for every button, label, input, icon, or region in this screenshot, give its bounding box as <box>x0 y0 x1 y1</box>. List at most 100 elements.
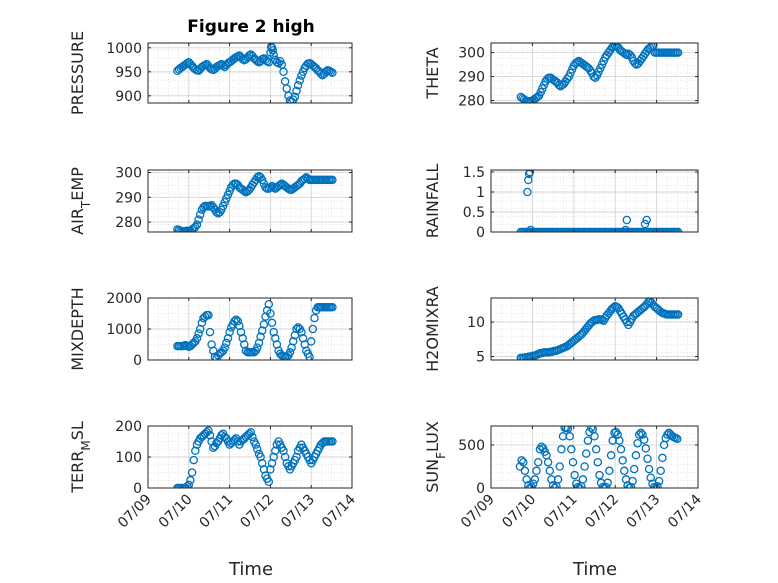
data-point <box>308 324 318 334</box>
data-point <box>620 49 630 59</box>
y-tick-label: 1.5 <box>463 165 485 181</box>
data-point <box>222 338 231 348</box>
data-point <box>563 426 573 433</box>
y-tick-label: 290 <box>115 190 142 206</box>
data-point <box>253 173 262 182</box>
data-point <box>297 71 306 80</box>
data-point <box>253 343 262 352</box>
data-point <box>568 457 578 467</box>
y-axis-label: H2OMIXRA <box>423 286 442 372</box>
grid <box>490 170 699 233</box>
data-point <box>189 455 198 465</box>
data-point <box>230 317 239 326</box>
axes-box <box>490 425 699 489</box>
data-point <box>565 432 574 441</box>
data-point <box>268 45 278 55</box>
data-point <box>622 215 632 225</box>
y-tick-label: 100 <box>115 450 142 466</box>
data-point <box>328 303 337 312</box>
data-point <box>194 329 203 338</box>
data-point <box>581 449 591 458</box>
y-tick-label: 300 <box>458 46 485 62</box>
data-point <box>656 466 665 476</box>
figure-title: Figure 2 high <box>187 17 315 37</box>
data-point <box>218 201 228 211</box>
x-tick-label: 07/11 <box>541 492 581 532</box>
data-point <box>235 321 244 331</box>
data-point <box>554 80 564 90</box>
data-point <box>519 457 528 467</box>
data-point <box>292 452 301 462</box>
x-tick-label: 07/14 <box>665 491 705 531</box>
data-point <box>649 482 659 488</box>
data-series <box>516 298 683 360</box>
data-point <box>238 334 247 343</box>
y-tick-label: 0 <box>133 481 142 497</box>
data-series <box>173 43 337 103</box>
data-point <box>553 475 563 484</box>
data-point <box>642 215 651 225</box>
data-point <box>264 477 274 487</box>
data-point <box>591 445 601 454</box>
y-tick-label: 1000 <box>106 41 142 57</box>
data-point <box>215 60 225 70</box>
data-point <box>305 352 314 360</box>
data-point <box>636 428 646 438</box>
y-axis-label: PRESSURE <box>68 31 87 115</box>
data-point <box>212 207 221 217</box>
data-point <box>639 435 649 445</box>
data-point <box>266 465 275 474</box>
data-point <box>580 462 589 471</box>
data-point <box>567 445 576 454</box>
data-point <box>622 50 632 60</box>
data-point <box>605 466 614 476</box>
data-point <box>620 466 629 476</box>
data-point <box>187 468 197 477</box>
y-tick-label: 1 <box>476 185 485 201</box>
data-point <box>532 466 541 476</box>
data-point <box>673 310 683 319</box>
data-point <box>593 457 603 467</box>
data-point <box>306 337 316 346</box>
data-point <box>601 482 611 488</box>
axes-box <box>490 42 699 104</box>
axes-box <box>490 297 699 361</box>
data-point <box>570 470 579 480</box>
axes-box <box>147 42 353 104</box>
data-point <box>240 186 249 196</box>
data-point <box>218 61 228 70</box>
data-point <box>238 55 247 64</box>
subplot-rainfall: 0 0.5 1 1.5 RAINFALL <box>423 164 699 241</box>
subplot-pressure: 900 950 1000 PRESSURE <box>68 31 353 115</box>
subplot-air-temp: 280 290 300 AIRTEMP <box>68 165 353 235</box>
y-tick-label: 0 <box>133 353 142 369</box>
data-point <box>251 440 260 449</box>
data-point <box>555 462 564 471</box>
x-tick-label: 07/12 <box>582 492 622 532</box>
subplot-h2omixra: 5 10 H2OMIXRA <box>423 286 699 372</box>
data-point <box>590 432 599 441</box>
subplot-terr-msl: 0 100 200 07/09 07/10 07/11 07/12 07/13 07/14 TER… <box>68 419 359 531</box>
data-point <box>578 475 588 484</box>
data-point <box>641 444 651 453</box>
data-point <box>673 434 682 444</box>
data-point <box>269 50 278 60</box>
x-tick-label: 07/09 <box>115 492 155 532</box>
data-point <box>259 465 269 474</box>
data-point <box>630 59 640 68</box>
x-tick-label: 07/12 <box>237 492 277 532</box>
data-point <box>643 454 652 463</box>
data-point <box>295 76 305 85</box>
data-point <box>192 220 202 229</box>
data-point <box>297 327 306 337</box>
data-point <box>583 436 593 445</box>
data-point <box>271 334 280 343</box>
data-point <box>204 426 213 435</box>
data-point <box>194 215 203 224</box>
data-point <box>634 430 644 439</box>
subplot-theta: 280 290 300 THETA <box>423 42 699 110</box>
data-point <box>256 452 265 462</box>
data-point <box>279 67 288 77</box>
data-point <box>195 210 205 219</box>
